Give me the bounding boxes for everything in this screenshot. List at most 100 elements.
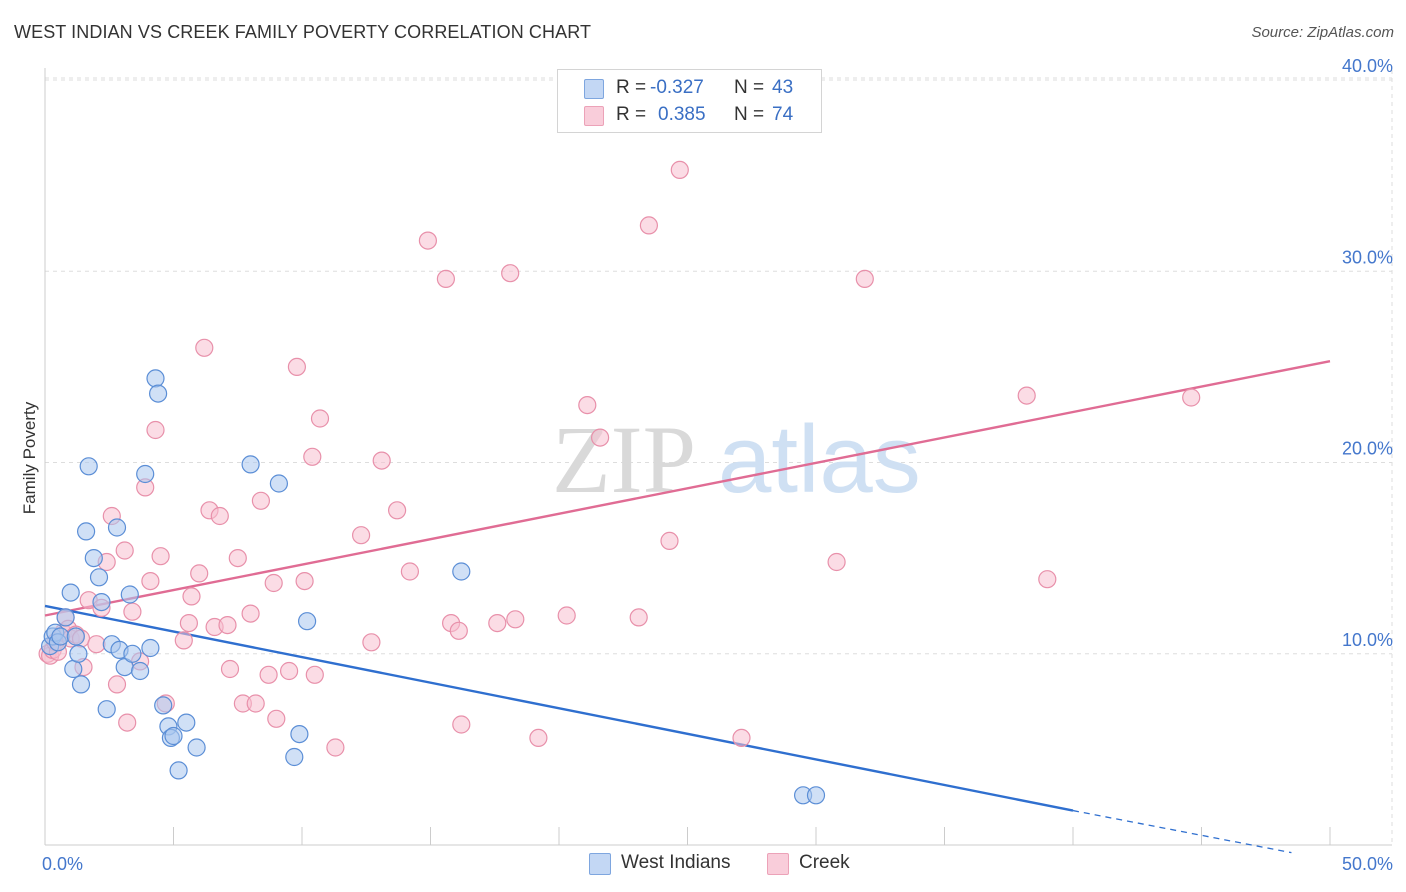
creek-point xyxy=(210,506,229,526)
creek-point xyxy=(259,665,278,684)
west-indians-point xyxy=(169,761,188,780)
watermark: ZIP atlas xyxy=(552,406,921,513)
west-indians-legend-swatch xyxy=(589,853,611,875)
creek-point xyxy=(303,447,322,466)
creek-point xyxy=(449,621,468,640)
x-tick-label: 0.0% xyxy=(42,854,83,874)
creek-point xyxy=(179,613,198,633)
creek-point xyxy=(267,709,286,728)
creek-point xyxy=(118,713,137,732)
west-indians-point xyxy=(154,696,173,715)
west-indians-point xyxy=(69,644,88,663)
source-credit: Source: ZipAtlas.com xyxy=(1251,24,1394,41)
west-indians-point xyxy=(806,786,826,805)
y-axis-title: Family Poverty xyxy=(20,401,39,514)
correlation-legend: R = -0.327 N = 43 R = 0.385 N = 74 xyxy=(557,69,822,133)
west-indians-trend-extension xyxy=(1072,809,1292,854)
creek-point xyxy=(195,338,214,357)
west-indians-point xyxy=(136,464,155,484)
creek-point xyxy=(590,428,610,447)
west-indians-point xyxy=(131,661,150,681)
west-indians-r-value: -0.327 xyxy=(650,77,704,98)
creek-point xyxy=(295,571,314,591)
west-indians-point xyxy=(51,627,70,646)
creek-point xyxy=(141,571,160,591)
creek-point xyxy=(246,694,265,713)
creek-point xyxy=(228,548,247,568)
creek-point xyxy=(123,602,142,621)
west-indians-point xyxy=(290,724,309,744)
creek-point xyxy=(388,501,407,520)
west-indians-point xyxy=(66,627,85,646)
y-tick-label: 30.0% xyxy=(1342,247,1393,267)
creek-point xyxy=(182,587,201,606)
creek-point xyxy=(501,264,520,283)
west-indians-point xyxy=(64,659,83,679)
watermark-atlas: atlas xyxy=(718,406,921,513)
creek-point xyxy=(287,357,306,376)
creek-point xyxy=(310,409,330,428)
west-indians-r-label: R = xyxy=(616,77,647,98)
creek-legend-label: Creek xyxy=(799,852,850,873)
west-indians-swatch xyxy=(584,79,604,99)
west-indians-point xyxy=(61,583,80,602)
y-tick-label: 10.0% xyxy=(1342,630,1393,650)
creek-point xyxy=(418,231,437,250)
x-tick-label: 50.0% xyxy=(1342,854,1393,874)
creek-point xyxy=(87,635,106,654)
west-indians-point xyxy=(120,585,139,604)
creek-point xyxy=(639,216,659,235)
creek-point xyxy=(264,573,283,593)
creek-point xyxy=(1038,570,1057,589)
west-indians-point xyxy=(89,568,109,587)
west-indians-point xyxy=(241,455,260,474)
west-indians-point xyxy=(187,738,206,757)
creek-point xyxy=(218,615,237,635)
creek-point xyxy=(670,160,689,179)
creek-point xyxy=(190,564,209,583)
creek-point xyxy=(115,541,134,560)
creek-point xyxy=(488,613,507,633)
west-indians-n-value: 43 xyxy=(772,77,794,98)
creek-point xyxy=(1017,386,1036,405)
west-indians-point xyxy=(56,608,75,627)
x-tick-labels: 0.0% 50.0% xyxy=(42,854,1393,874)
creek-point xyxy=(326,738,345,757)
creek-point xyxy=(241,604,260,623)
creek-n-value: 74 xyxy=(772,104,794,125)
west-indians-point xyxy=(269,474,288,493)
west-indians-point xyxy=(92,592,111,612)
west-indians-trend-line xyxy=(44,604,1074,812)
west-indians-point xyxy=(71,675,91,694)
y-tick-label: 20.0% xyxy=(1342,439,1393,459)
west-indians-point xyxy=(123,644,142,663)
west-indians-point xyxy=(164,726,183,746)
watermark-zip: ZIP xyxy=(552,406,696,513)
west-indians-point xyxy=(146,369,165,388)
trend-lines xyxy=(44,359,1331,854)
creek-point xyxy=(529,728,548,748)
creek-point xyxy=(400,562,419,581)
creek-point xyxy=(855,269,874,288)
creek-point xyxy=(827,552,846,572)
creek-point xyxy=(578,396,597,415)
west-indians-point xyxy=(79,457,98,476)
creek-point xyxy=(660,531,679,551)
west-indians-point xyxy=(177,713,196,732)
creek-point xyxy=(305,665,324,684)
creek-point xyxy=(220,659,240,679)
creek-trend-line xyxy=(44,359,1331,617)
creek-point xyxy=(174,631,193,650)
creek-point xyxy=(1182,388,1201,407)
creek-n-label: N = xyxy=(734,104,765,125)
data-points xyxy=(38,160,1201,805)
west-indians-point xyxy=(149,384,168,403)
creek-point xyxy=(436,269,455,288)
creek-point xyxy=(251,491,270,510)
legend-row-west-indians: R = -0.327 N = 43 xyxy=(558,75,821,101)
west-indians-point xyxy=(141,638,160,658)
creek-point xyxy=(629,608,648,627)
creek-swatch xyxy=(584,106,604,126)
west-indians-point xyxy=(298,612,317,631)
